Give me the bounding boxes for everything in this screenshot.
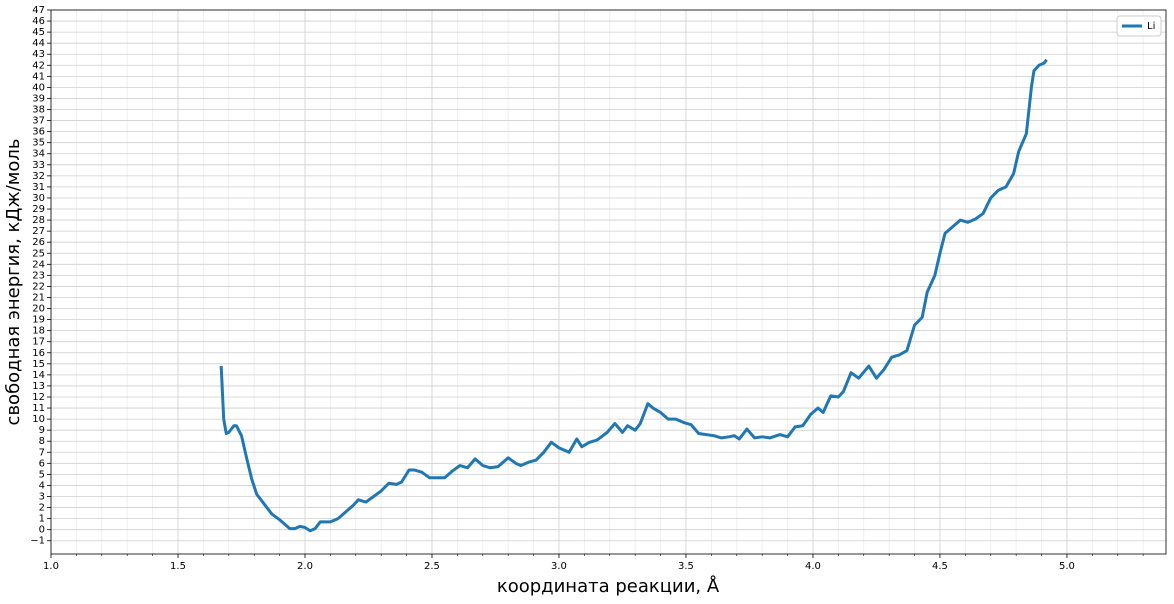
y-tick-label: 9	[39, 425, 45, 436]
x-tick-label: 1.0	[43, 561, 59, 572]
plot-frame	[50, 9, 1167, 555]
data-line	[219, 58, 1048, 533]
y-tick-label: 25	[32, 248, 45, 259]
y-tick-label: 3	[39, 492, 45, 503]
y-tick-label: 31	[32, 182, 45, 193]
y-tick-label: −1	[30, 536, 45, 547]
y-tick-label: 30	[32, 193, 45, 204]
y-tick-label: 40	[32, 82, 45, 93]
y-tick-label: 27	[32, 226, 45, 237]
y-tick-label: 17	[32, 337, 45, 348]
y-tick-label: 28	[32, 215, 45, 226]
y-tick-label: 35	[32, 138, 45, 149]
y-tick-label: 24	[32, 259, 45, 270]
y-tick-label: 20	[32, 304, 45, 315]
y-tick-label: 46	[32, 16, 45, 27]
x-tick-label: 4.0	[805, 561, 821, 572]
y-tick-label: 34	[32, 149, 45, 160]
y-tick-label: 4	[39, 480, 45, 491]
x-tick-label: 5.0	[1059, 561, 1075, 572]
y-tick-label: 38	[32, 105, 45, 116]
y-tick-label: 42	[32, 60, 45, 71]
y-tick-label: 41	[32, 71, 45, 82]
y-tick-label: 8	[39, 436, 45, 447]
y-tick-label: 16	[32, 348, 45, 359]
y-tick-label: 14	[32, 370, 45, 381]
y-tick-label: 32	[32, 171, 45, 182]
y-tick-label: 44	[32, 38, 45, 49]
x-tick-label: 4.5	[932, 561, 948, 572]
y-tick-label: 47	[32, 5, 45, 16]
x-tick-label: 1.5	[170, 561, 186, 572]
y-tick-label: 7	[39, 447, 45, 458]
y-tick-label: 23	[32, 270, 45, 281]
y-tick-label: 37	[32, 116, 45, 127]
y-tick-label: 18	[32, 326, 45, 337]
y-tick-label: 0	[39, 525, 45, 536]
y-tick-label: 2	[39, 503, 45, 514]
y-tick-label: 15	[32, 359, 45, 370]
y-tick-label: 13	[32, 381, 45, 392]
legend: Li	[1116, 15, 1162, 37]
y-tick-label: 1	[39, 514, 45, 525]
y-tick-label: 22	[32, 281, 45, 292]
y-tick-label: 26	[32, 237, 45, 248]
x-tick-label: 3.5	[678, 561, 694, 572]
y-tick-label: 36	[32, 127, 45, 138]
x-tick-label: 2.5	[424, 561, 440, 572]
y-tick-label: 12	[32, 392, 45, 403]
y-tick-label: 5	[39, 469, 45, 480]
y-tick-label: 11	[32, 403, 45, 414]
x-tick-label: 3.0	[551, 561, 567, 572]
y-tick-label: 39	[32, 93, 45, 104]
y-tick-label: 43	[32, 49, 45, 60]
y-tick-label: 21	[32, 292, 45, 303]
y-tick-label: 33	[32, 160, 45, 171]
legend-label: Li	[1147, 21, 1155, 32]
y-tick-label: 6	[39, 458, 45, 469]
y-tick-label: 19	[32, 315, 45, 326]
y-tick-label: 29	[32, 204, 45, 215]
x-axis-label: координата реакции, Å	[497, 575, 720, 597]
y-tick-label: 45	[32, 27, 45, 38]
y-tick-label: 10	[32, 414, 45, 425]
y-axis-label: свободная энергия, кДж/моль	[3, 139, 24, 426]
x-tick-label: 2.0	[297, 561, 313, 572]
